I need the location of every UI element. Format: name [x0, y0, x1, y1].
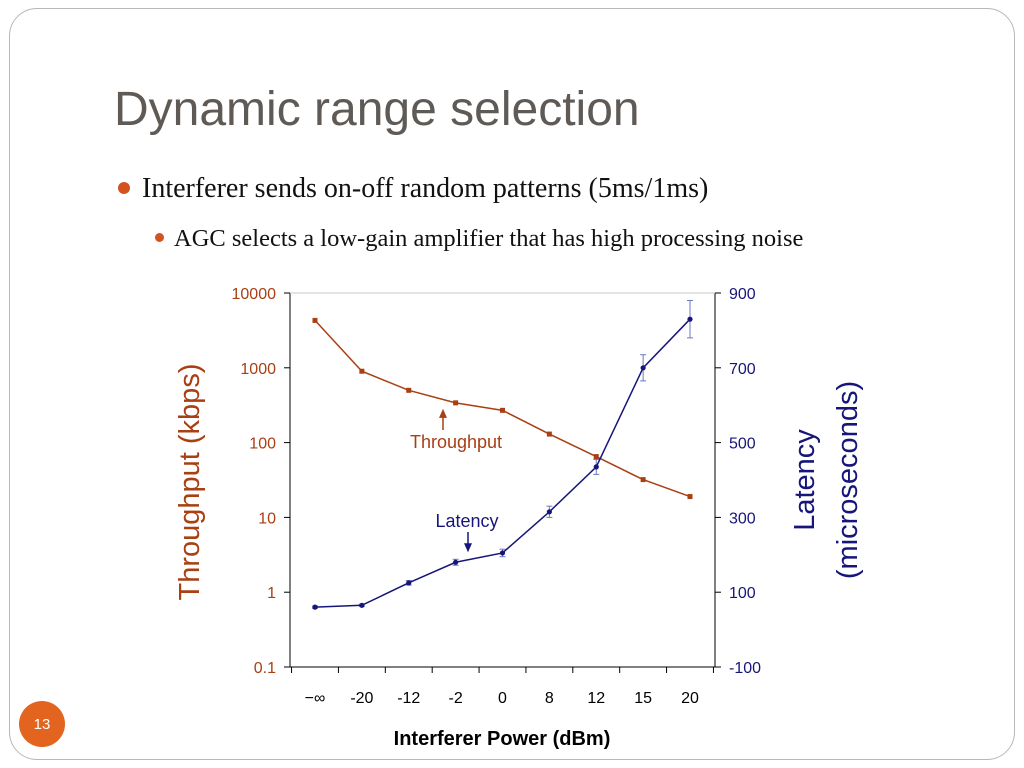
latency-point	[453, 559, 459, 565]
latency-point	[687, 316, 693, 322]
right-axis-title-line-2: (microseconds)	[832, 381, 864, 579]
x-tick-label: -12	[397, 690, 420, 707]
latency-point	[312, 604, 318, 610]
right-tick-label: 700	[729, 361, 756, 378]
right-tick-label: 100	[729, 585, 756, 602]
throughput-point	[312, 317, 318, 323]
throughput-point	[687, 494, 693, 500]
throughput-point	[406, 387, 412, 393]
left-tick-label: 10	[258, 510, 276, 527]
left-tick-label: 1	[267, 585, 276, 602]
throughput-point	[593, 454, 599, 460]
throughput-point	[546, 431, 552, 437]
left-tick-label: 1000	[240, 361, 276, 378]
slide-frame	[9, 8, 1015, 760]
bullet-text: AGC selects a low-gain amplifier that ha…	[174, 225, 804, 252]
right-tick-label: -100	[729, 660, 761, 677]
bullet-dot-icon	[118, 181, 130, 194]
left-tick-label: 10000	[232, 286, 277, 303]
latency-line	[314, 318, 691, 608]
latency-point	[406, 580, 412, 586]
throughput-point	[500, 407, 505, 413]
latency-point	[640, 365, 646, 371]
left-tick-label: 0.1	[254, 660, 276, 677]
right-axis-title-line-1: Latency	[789, 429, 821, 531]
x-tick-label: 20	[681, 690, 699, 707]
latency-annotation: Latency	[435, 511, 498, 531]
throughput-arrow-head	[439, 408, 447, 418]
right-tick-label: 300	[729, 510, 756, 527]
throughput-point	[640, 477, 646, 483]
x-tick-label: -2	[449, 690, 463, 707]
slide-title: Dynamic range selection	[114, 83, 640, 136]
bullet-level-1: Interferer sends on-off random patterns …	[118, 173, 708, 205]
latency-point	[593, 464, 599, 470]
x-axis-title: Interferer Power (dBm)	[394, 728, 611, 750]
x-tick-label: 0	[498, 690, 507, 707]
page-number-badge: 13	[19, 701, 65, 747]
latency-arrow-head	[464, 543, 472, 553]
right-tick-label: 500	[729, 436, 756, 453]
x-tick-label: 12	[587, 690, 605, 707]
left-tick-label: 100	[249, 436, 276, 453]
throughput-annotation: Throughput	[410, 432, 502, 452]
latency-point	[499, 550, 506, 556]
left-axis-title: Throughput (kbps)	[174, 364, 206, 601]
x-tick-label: 8	[545, 690, 554, 707]
throughput-point	[453, 400, 459, 406]
x-tick-label: −∞	[305, 690, 326, 707]
latency-point	[359, 602, 365, 608]
right-tick-label: 900	[729, 286, 756, 303]
x-tick-label: -20	[350, 690, 373, 707]
bullet-level-2: AGC selects a low-gain amplifier that ha…	[155, 225, 803, 253]
x-tick-label: 15	[634, 690, 652, 707]
bullet-dot-icon	[155, 232, 164, 242]
throughput-point	[359, 368, 365, 374]
page-number: 13	[33, 715, 51, 733]
latency-point	[546, 509, 552, 515]
bullet-text: Interferer sends on-off random patterns …	[142, 173, 709, 204]
